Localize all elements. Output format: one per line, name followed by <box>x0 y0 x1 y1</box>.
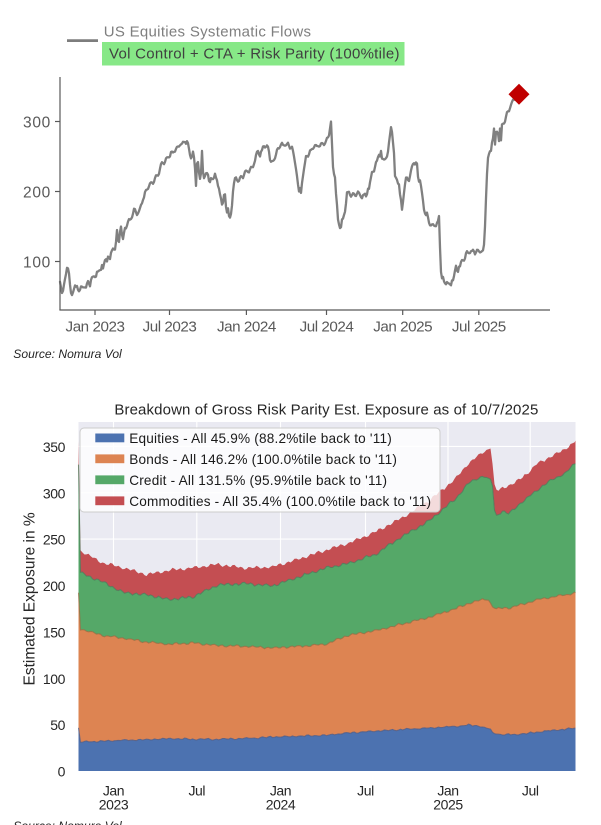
svg-text:Jan 2023: Jan 2023 <box>66 319 125 336</box>
svg-text:0: 0 <box>58 764 66 780</box>
svg-text:Source: Nomura Vol: Source: Nomura Vol <box>13 347 122 361</box>
svg-text:100: 100 <box>43 671 66 687</box>
svg-text:2024: 2024 <box>266 797 296 813</box>
svg-text:Estimated Exposure in %: Estimated Exposure in % <box>21 512 38 685</box>
svg-text:Jul: Jul <box>357 782 374 798</box>
svg-text:Jul 2024: Jul 2024 <box>300 319 354 336</box>
svg-text:200: 200 <box>23 185 51 202</box>
svg-text:Source: Nomura Vol: Source: Nomura Vol <box>13 819 122 825</box>
svg-text:150: 150 <box>43 624 66 640</box>
svg-text:250: 250 <box>43 532 66 548</box>
svg-text:Vol Control + CTA + Risk Parit: Vol Control + CTA + Risk Parity (100%til… <box>109 45 400 62</box>
svg-text:Jan: Jan <box>103 782 124 798</box>
svg-text:Credit - All 131.5% (95.9%tile: Credit - All 131.5% (95.9%tile back to '… <box>129 473 387 488</box>
svg-text:300: 300 <box>23 115 51 132</box>
svg-text:350: 350 <box>43 439 66 455</box>
svg-text:Jan 2024: Jan 2024 <box>217 319 276 336</box>
svg-text:Jan 2025: Jan 2025 <box>373 319 432 336</box>
svg-text:2025: 2025 <box>433 797 463 813</box>
svg-text:Jan: Jan <box>437 782 458 798</box>
svg-text:Equities - All 45.9% (88.2%til: Equities - All 45.9% (88.2%tile back to … <box>129 431 392 446</box>
svg-text:50: 50 <box>50 717 65 733</box>
svg-text:Jan: Jan <box>270 782 291 798</box>
svg-text:200: 200 <box>43 578 66 594</box>
svg-text:US Equities Systematic Flows: US Equities Systematic Flows <box>104 24 312 41</box>
svg-text:Jul 2025: Jul 2025 <box>452 319 506 336</box>
svg-text:100: 100 <box>23 255 51 272</box>
svg-text:Bonds - All 146.2% (100.0%tile: Bonds - All 146.2% (100.0%tile back to '… <box>129 452 397 467</box>
svg-text:Jul: Jul <box>188 782 205 798</box>
svg-text:Jul: Jul <box>522 782 539 798</box>
svg-text:Breakdown of Gross Risk Parity: Breakdown of Gross Risk Parity Est. Expo… <box>114 402 538 419</box>
svg-text:Commodities - All 35.4% (100.0: Commodities - All 35.4% (100.0%tile back… <box>129 494 431 509</box>
svg-text:300: 300 <box>43 485 66 501</box>
svg-text:Jul 2023: Jul 2023 <box>143 319 197 336</box>
svg-text:2023: 2023 <box>99 797 129 813</box>
